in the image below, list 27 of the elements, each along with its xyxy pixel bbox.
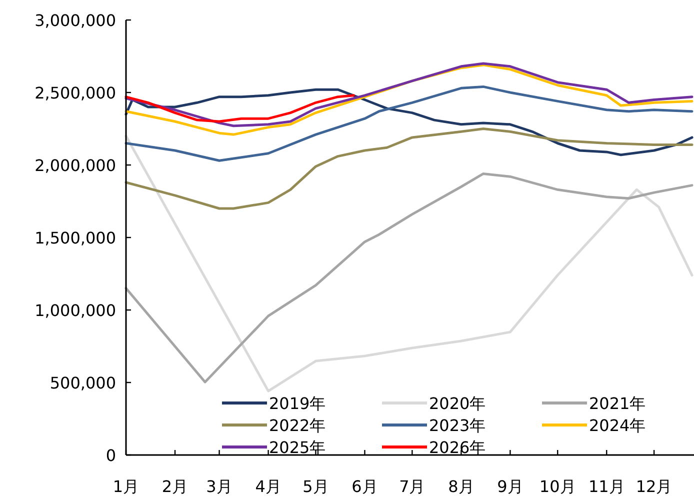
y-tick-label: 2,000,000 bbox=[34, 156, 116, 175]
x-tick-label: 5月 bbox=[302, 477, 329, 496]
y-tick-label: 2,500,000 bbox=[34, 84, 116, 102]
x-tick-label: 12月 bbox=[636, 477, 672, 496]
legend-label: 2026年 bbox=[429, 438, 486, 457]
x-tick-label: 6月 bbox=[352, 477, 378, 496]
x-tick-label: 8月 bbox=[448, 477, 474, 496]
legend-label: 2024年 bbox=[589, 416, 646, 435]
x-tick-label: 10月 bbox=[539, 477, 576, 496]
legend-label: 2020年 bbox=[429, 394, 486, 413]
y-tick-label: 1,500,000 bbox=[34, 228, 116, 248]
x-tick-label: 7月 bbox=[399, 477, 426, 496]
y-tick-label: 3,000,000 bbox=[34, 11, 116, 30]
x-tick-label: 4月 bbox=[255, 477, 282, 496]
y-tick-label: 1,000,000 bbox=[34, 301, 116, 320]
x-tick-label: 1月 bbox=[112, 477, 140, 496]
x-tick-label: 11月 bbox=[588, 477, 625, 496]
y-tick-label: 500,000 bbox=[50, 374, 116, 392]
legend-label: 2022年 bbox=[269, 416, 326, 435]
legend-label: 2019年 bbox=[269, 394, 326, 413]
legend-label: 2025年 bbox=[269, 438, 326, 457]
legend-label: 2021年 bbox=[589, 394, 646, 413]
x-tick-label: 2月 bbox=[162, 477, 188, 496]
x-tick-label: 3月 bbox=[206, 477, 232, 496]
y-tick-label: 0 bbox=[106, 446, 116, 465]
x-tick-label: 9月 bbox=[497, 477, 524, 496]
legend-label: 2023年 bbox=[429, 416, 486, 435]
